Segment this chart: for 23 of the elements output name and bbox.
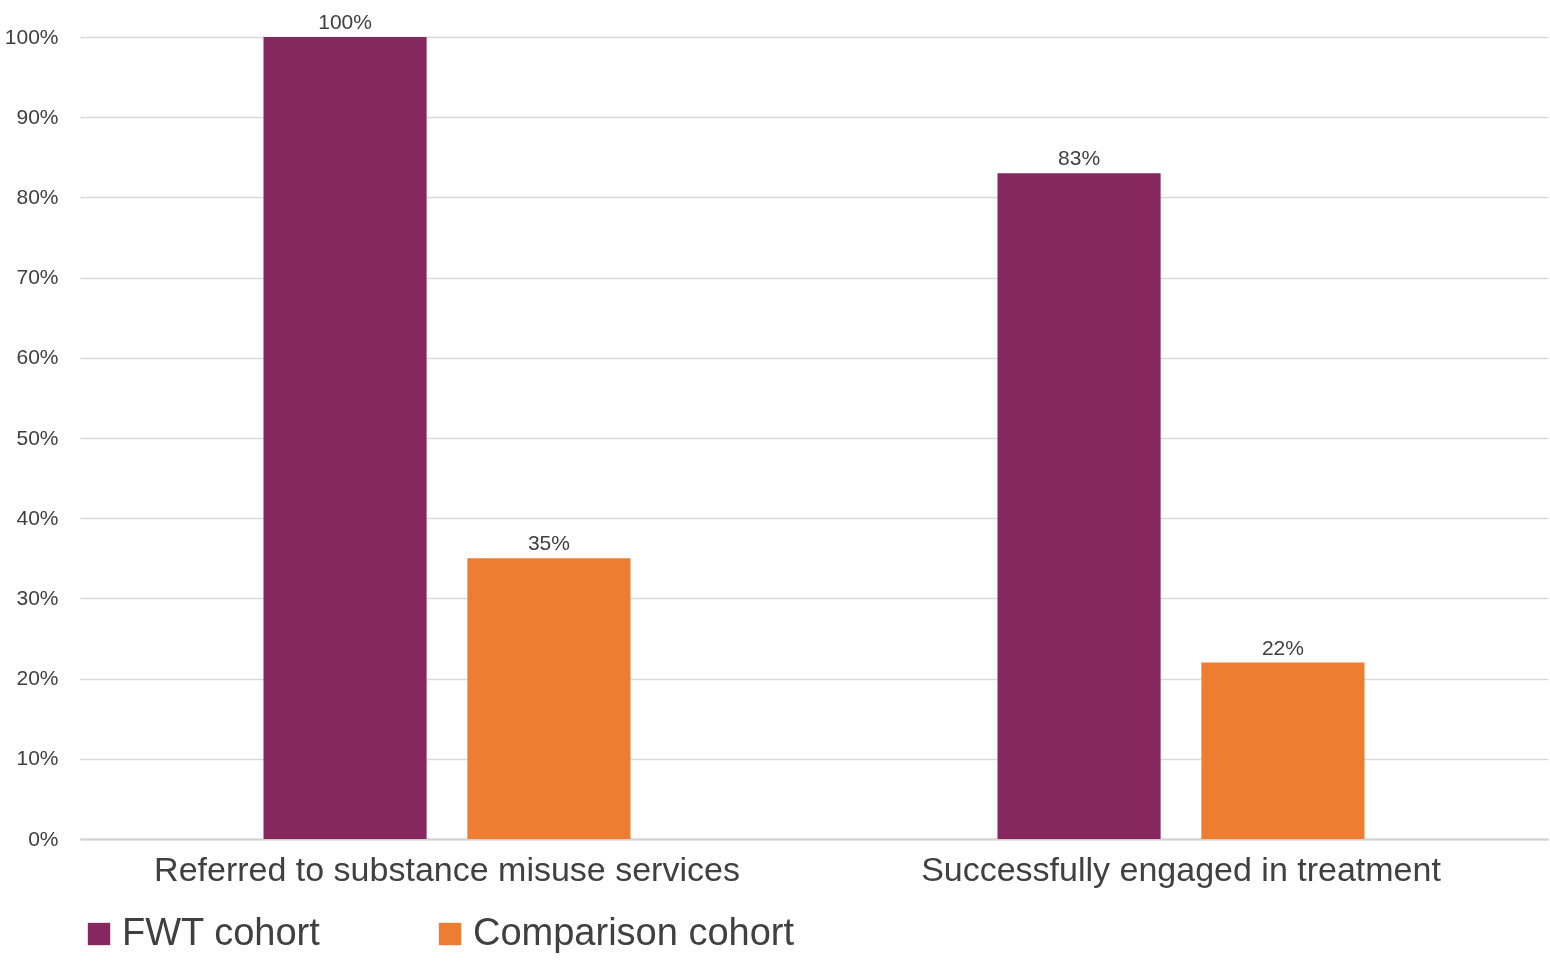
x-tick-label: Referred to substance misuse services	[154, 849, 740, 888]
bar	[1201, 662, 1365, 839]
y-tick-label: 10%	[16, 746, 59, 770]
data-label: 35%	[527, 531, 570, 555]
y-tick-label: 0%	[28, 826, 59, 850]
y-tick-label: 30%	[16, 585, 59, 609]
data-label: 83%	[1058, 146, 1101, 170]
y-tick-label: 100%	[4, 24, 59, 48]
bar	[997, 173, 1161, 839]
y-tick-label: 60%	[16, 345, 59, 369]
y-tick-label: 40%	[16, 505, 59, 529]
bar	[467, 558, 631, 839]
data-label: 100%	[318, 10, 372, 33]
legend-label: FWT cohort	[122, 911, 321, 953]
y-tick-label: 50%	[16, 425, 59, 449]
y-tick-label: 90%	[16, 104, 59, 128]
data-label: 22%	[1261, 635, 1304, 659]
legend-label: Comparison cohort	[473, 911, 795, 953]
bar	[263, 37, 427, 839]
y-tick-label: 80%	[16, 184, 59, 208]
x-tick-label: Successfully engaged in treatment	[921, 849, 1442, 888]
y-tick-label: 70%	[16, 265, 59, 289]
y-tick-label: 20%	[16, 666, 59, 690]
